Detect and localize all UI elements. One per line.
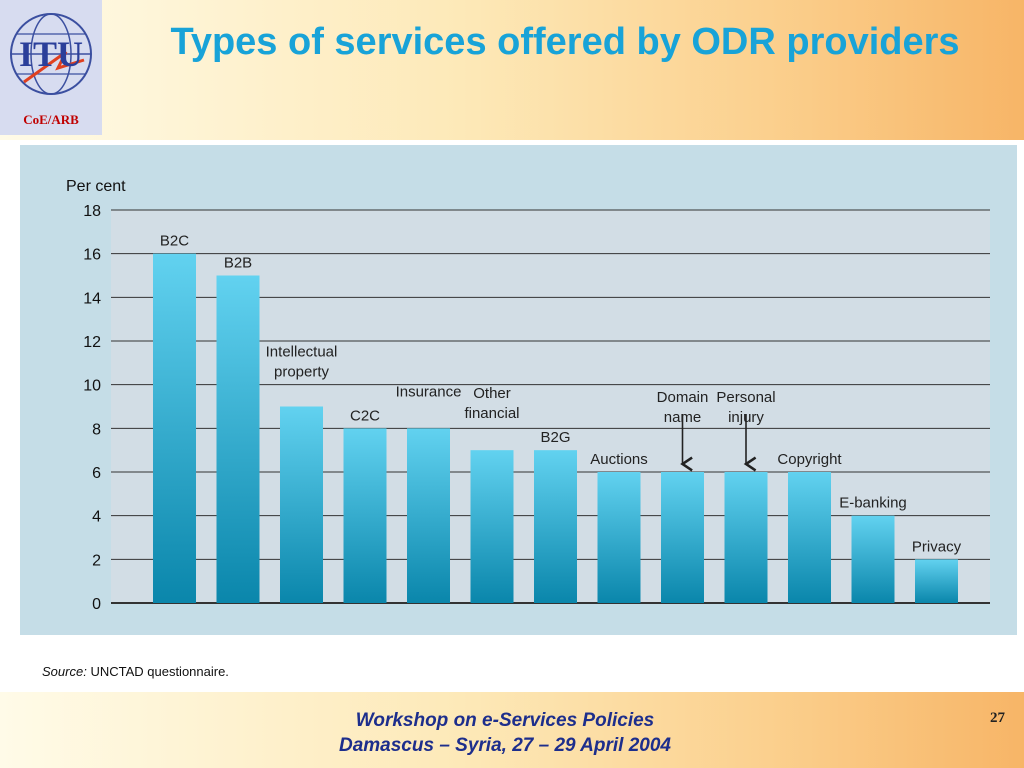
- itu-logo: ITU CoE/ARB: [0, 0, 102, 135]
- footer-band: [0, 692, 1024, 768]
- y-tick-label: 0: [92, 596, 101, 613]
- bar-label: B2B: [224, 255, 252, 272]
- y-tick-label: 4: [92, 509, 101, 526]
- bar-label: Copyright: [777, 451, 842, 468]
- bar: [407, 428, 450, 603]
- bar-label: Intellectual: [266, 344, 338, 361]
- source-value: UNCTAD questionnaire.: [90, 664, 229, 679]
- footer-text: Workshop on e-Services Policies Damascus…: [200, 708, 810, 758]
- y-tick-label: 16: [83, 247, 101, 264]
- logo-text: ITU: [19, 34, 83, 74]
- bar-label: E-banking: [839, 495, 907, 512]
- bar-label: B2G: [540, 429, 570, 446]
- bar-label: Personal: [716, 389, 775, 406]
- y-tick-label: 12: [83, 334, 101, 351]
- bar-label: Auctions: [590, 451, 648, 468]
- bar-label: Privacy: [912, 538, 962, 555]
- bar: [661, 472, 704, 603]
- logo-subtext: CoE/ARB: [23, 112, 79, 127]
- bar: [534, 450, 577, 603]
- bar-label: B2C: [160, 233, 189, 250]
- bar: [724, 472, 768, 603]
- bar-label: C2C: [350, 407, 380, 424]
- y-tick-label: 8: [92, 421, 101, 438]
- y-tick-label: 14: [83, 290, 101, 307]
- bar-label: Other: [473, 385, 511, 402]
- bar-label: Domain: [657, 389, 709, 406]
- y-axis-title: Per cent: [66, 178, 126, 195]
- footer-line-2: Damascus – Syria, 27 – 29 April 2004: [338, 735, 671, 756]
- bar: [153, 253, 196, 603]
- bar: [851, 515, 895, 603]
- bar: [788, 472, 831, 603]
- y-tick-label: 2: [92, 552, 101, 569]
- bar-label: Insurance: [396, 383, 462, 400]
- header-band: [0, 0, 1024, 140]
- source-note: Source: UNCTAD questionnaire.: [42, 664, 229, 679]
- bar: [280, 406, 323, 603]
- bar: [216, 275, 260, 603]
- bar: [597, 472, 641, 603]
- bar: [343, 428, 387, 603]
- globe-icon: ITU: [10, 13, 92, 95]
- source-label: Source:: [42, 664, 87, 679]
- y-tick-label: 18: [83, 203, 101, 220]
- footer-line-1: Workshop on e-Services Policies: [355, 710, 655, 731]
- bar: [915, 559, 958, 603]
- bar: [470, 450, 514, 603]
- page-number: 27: [990, 710, 1005, 726]
- y-tick-label: 10: [83, 378, 101, 395]
- bar-label: property: [274, 364, 330, 381]
- y-tick-label: 6: [92, 465, 101, 482]
- slide-title: Types of services offered by ODR provide…: [170, 21, 960, 63]
- bar-chart: 0 2 4 6 8 10 12 14 16 18 Per cent B2C B2B Intellectua…: [66, 178, 990, 613]
- bar-label: financial: [464, 405, 519, 422]
